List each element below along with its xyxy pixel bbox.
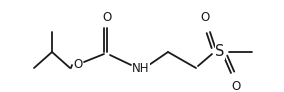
Text: O: O <box>231 80 241 92</box>
Text: NH: NH <box>132 62 150 76</box>
Text: O: O <box>201 11 210 24</box>
Text: O: O <box>102 11 112 24</box>
Text: O: O <box>73 59 83 71</box>
Text: S: S <box>215 45 225 60</box>
